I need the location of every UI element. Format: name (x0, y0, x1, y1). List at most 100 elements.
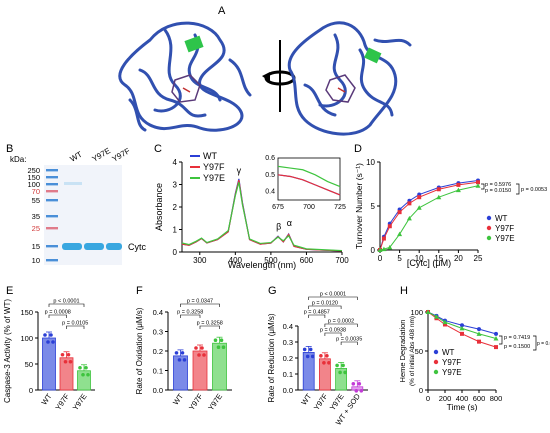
x-tick-label: 600 (473, 394, 486, 403)
pvalue-label: p = 0.0053 (521, 187, 547, 193)
bar-y97f (59, 357, 74, 391)
bar-y97f (192, 350, 208, 391)
inset-y-tick-label: 0.5 (265, 172, 275, 179)
data-point (43, 333, 47, 337)
pvalue-bracket (180, 314, 201, 318)
pvalue-label: p = 0.0150 (485, 188, 511, 194)
pvalue-bracket (516, 183, 520, 195)
y-tick-label: 0.3 (283, 338, 293, 347)
panel-f: F 0.0 0.1 0.2 0.3 0.4 Rate of Oxidation (μM/s… (132, 282, 264, 428)
data-point (319, 354, 323, 358)
pvalue-bracket (308, 305, 342, 309)
y-tick-label: 3 (173, 181, 178, 190)
pvalue-label: p = 0.0008 (45, 310, 71, 316)
y-axis-title: Absorbance (154, 183, 164, 231)
data-point-y97f (417, 195, 422, 200)
marker-label-150: 150 (27, 173, 40, 182)
y-tick-label: 50 (25, 360, 33, 369)
pvalue-label: p = 0.1500 (504, 344, 530, 350)
x-tick-label: 25 (474, 254, 483, 263)
marker-label-25: 25 (32, 224, 40, 233)
data-point (197, 353, 201, 357)
inset-x-tick-label: 700 (303, 204, 315, 211)
faint-band (64, 182, 82, 185)
pvalue-label: p = 0.0002 (328, 319, 354, 325)
ladder-band-15 (46, 245, 58, 248)
ladder-band-35 (46, 215, 58, 218)
x-tick-label: 5 (397, 254, 402, 263)
panel-d-label: D (354, 143, 362, 155)
data-point (46, 340, 50, 344)
bar-y97e (212, 342, 227, 391)
data-point (327, 361, 331, 365)
pvalue-bracket (481, 183, 485, 190)
ladder-band-70 (46, 190, 58, 193)
pvalue-bracket (48, 314, 67, 318)
ladder-band-10 (46, 259, 58, 262)
inset-series-y97f (277, 174, 341, 196)
x-tick-label: 400 (456, 394, 469, 403)
data-point (177, 358, 182, 362)
y-tick-label: 0.1 (283, 370, 293, 379)
y-tick-label: 0.2 (153, 347, 163, 356)
x-tick-label: 400 (229, 256, 243, 265)
y-tick-label: 100 (410, 308, 423, 317)
marker-label-35: 35 (32, 212, 40, 221)
panel-b-label: B (6, 143, 13, 155)
residue-highlight-left (184, 35, 204, 53)
data-point-y97e (397, 231, 403, 237)
legend-label-wt: WT (495, 214, 508, 223)
category-label-y97e: Y97E (71, 392, 89, 412)
y-tick-label: 0 (371, 246, 376, 255)
pvalue-bracket (324, 332, 342, 336)
data-point-y97e (459, 325, 465, 331)
legend-label-y97e: Y97E (203, 173, 225, 183)
legend-swatch-y97e (486, 235, 492, 241)
data-point (202, 353, 206, 357)
y-tick-label: 2 (173, 203, 178, 212)
data-point (60, 352, 65, 357)
data-point (343, 370, 347, 375)
bar-wt (42, 337, 56, 391)
data-point (84, 365, 88, 370)
oxidation-chart: F 0.0 0.1 0.2 0.3 0.4 Rate of Oxidation (μM/s… (135, 285, 232, 412)
data-point (219, 338, 224, 342)
data-point (308, 347, 313, 352)
category-label-y97f: Y97F (53, 392, 71, 412)
data-point-wt (477, 327, 481, 332)
data-point-y97e (455, 187, 461, 193)
inset-y-tick-label: 0.4 (265, 189, 275, 196)
legend-swatch-y97f (486, 225, 492, 231)
legend-swatch-y97e (433, 369, 439, 375)
data-point (325, 354, 329, 358)
legend-label-wt: WT (442, 348, 455, 357)
data-point (182, 358, 187, 362)
y-tick-label: 0 (29, 386, 33, 395)
data-point-y97f (477, 339, 481, 344)
panel-e-label: E (6, 285, 13, 297)
category-label-wt: WT (171, 392, 185, 407)
ladder-band-25 (46, 227, 58, 230)
ladder-band-100 (46, 183, 58, 186)
data-point (78, 365, 82, 370)
lane-label-y97e: Y97E (91, 146, 112, 164)
x-tick-label: 200 (439, 394, 452, 403)
annotation-beta: β (276, 222, 281, 232)
data-point (180, 351, 185, 355)
x-tick-label: 20 (454, 254, 463, 263)
legend-label-y97f: Y97F (442, 358, 461, 367)
y-axis-title: Turnover Number (s⁻¹) (354, 163, 364, 249)
data-point-y97e (476, 331, 482, 336)
pvalue-bracket (66, 325, 85, 329)
series-line-y97e (181, 182, 343, 252)
data-point (359, 389, 364, 393)
panel-g: G 0.0 0.1 0.2 0.3 0.4 Rate of Reduction (μM/s… (264, 282, 396, 428)
data-point (200, 346, 204, 350)
data-point-y97f (387, 224, 392, 229)
x-tick-label: 700 (335, 256, 349, 265)
data-point (354, 389, 359, 393)
pvalue-bracket (308, 296, 358, 300)
panel-c: C 300 400 500 600 700 0 1 2 3 4 Wavelength (nm) Abs… (150, 140, 350, 270)
y-tick-label: 150 (20, 308, 33, 317)
marker-label-250: 250 (27, 166, 40, 175)
